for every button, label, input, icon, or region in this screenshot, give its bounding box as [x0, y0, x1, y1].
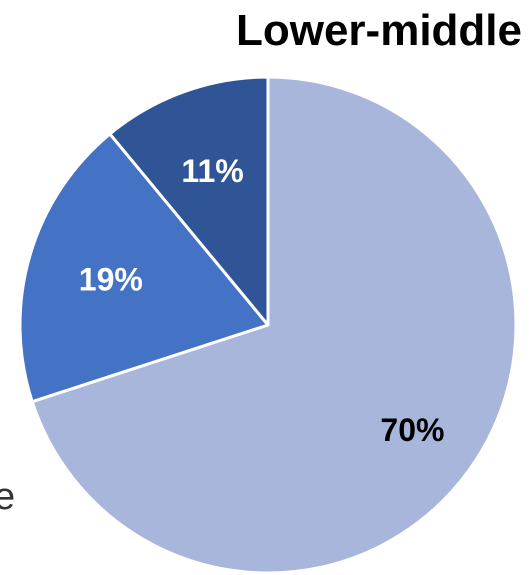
- pie-slice-1: [30, 75, 518, 575]
- pie-slice-3: [108, 75, 270, 327]
- clipped-text-fragment: e: [0, 476, 16, 518]
- pie-slice-2: [18, 132, 270, 404]
- data-label-3: 11%: [181, 153, 243, 189]
- data-label-2: 19%: [79, 261, 143, 297]
- data-label-1: 70%: [380, 412, 444, 448]
- chart-title: Lower-middle: [235, 6, 522, 55]
